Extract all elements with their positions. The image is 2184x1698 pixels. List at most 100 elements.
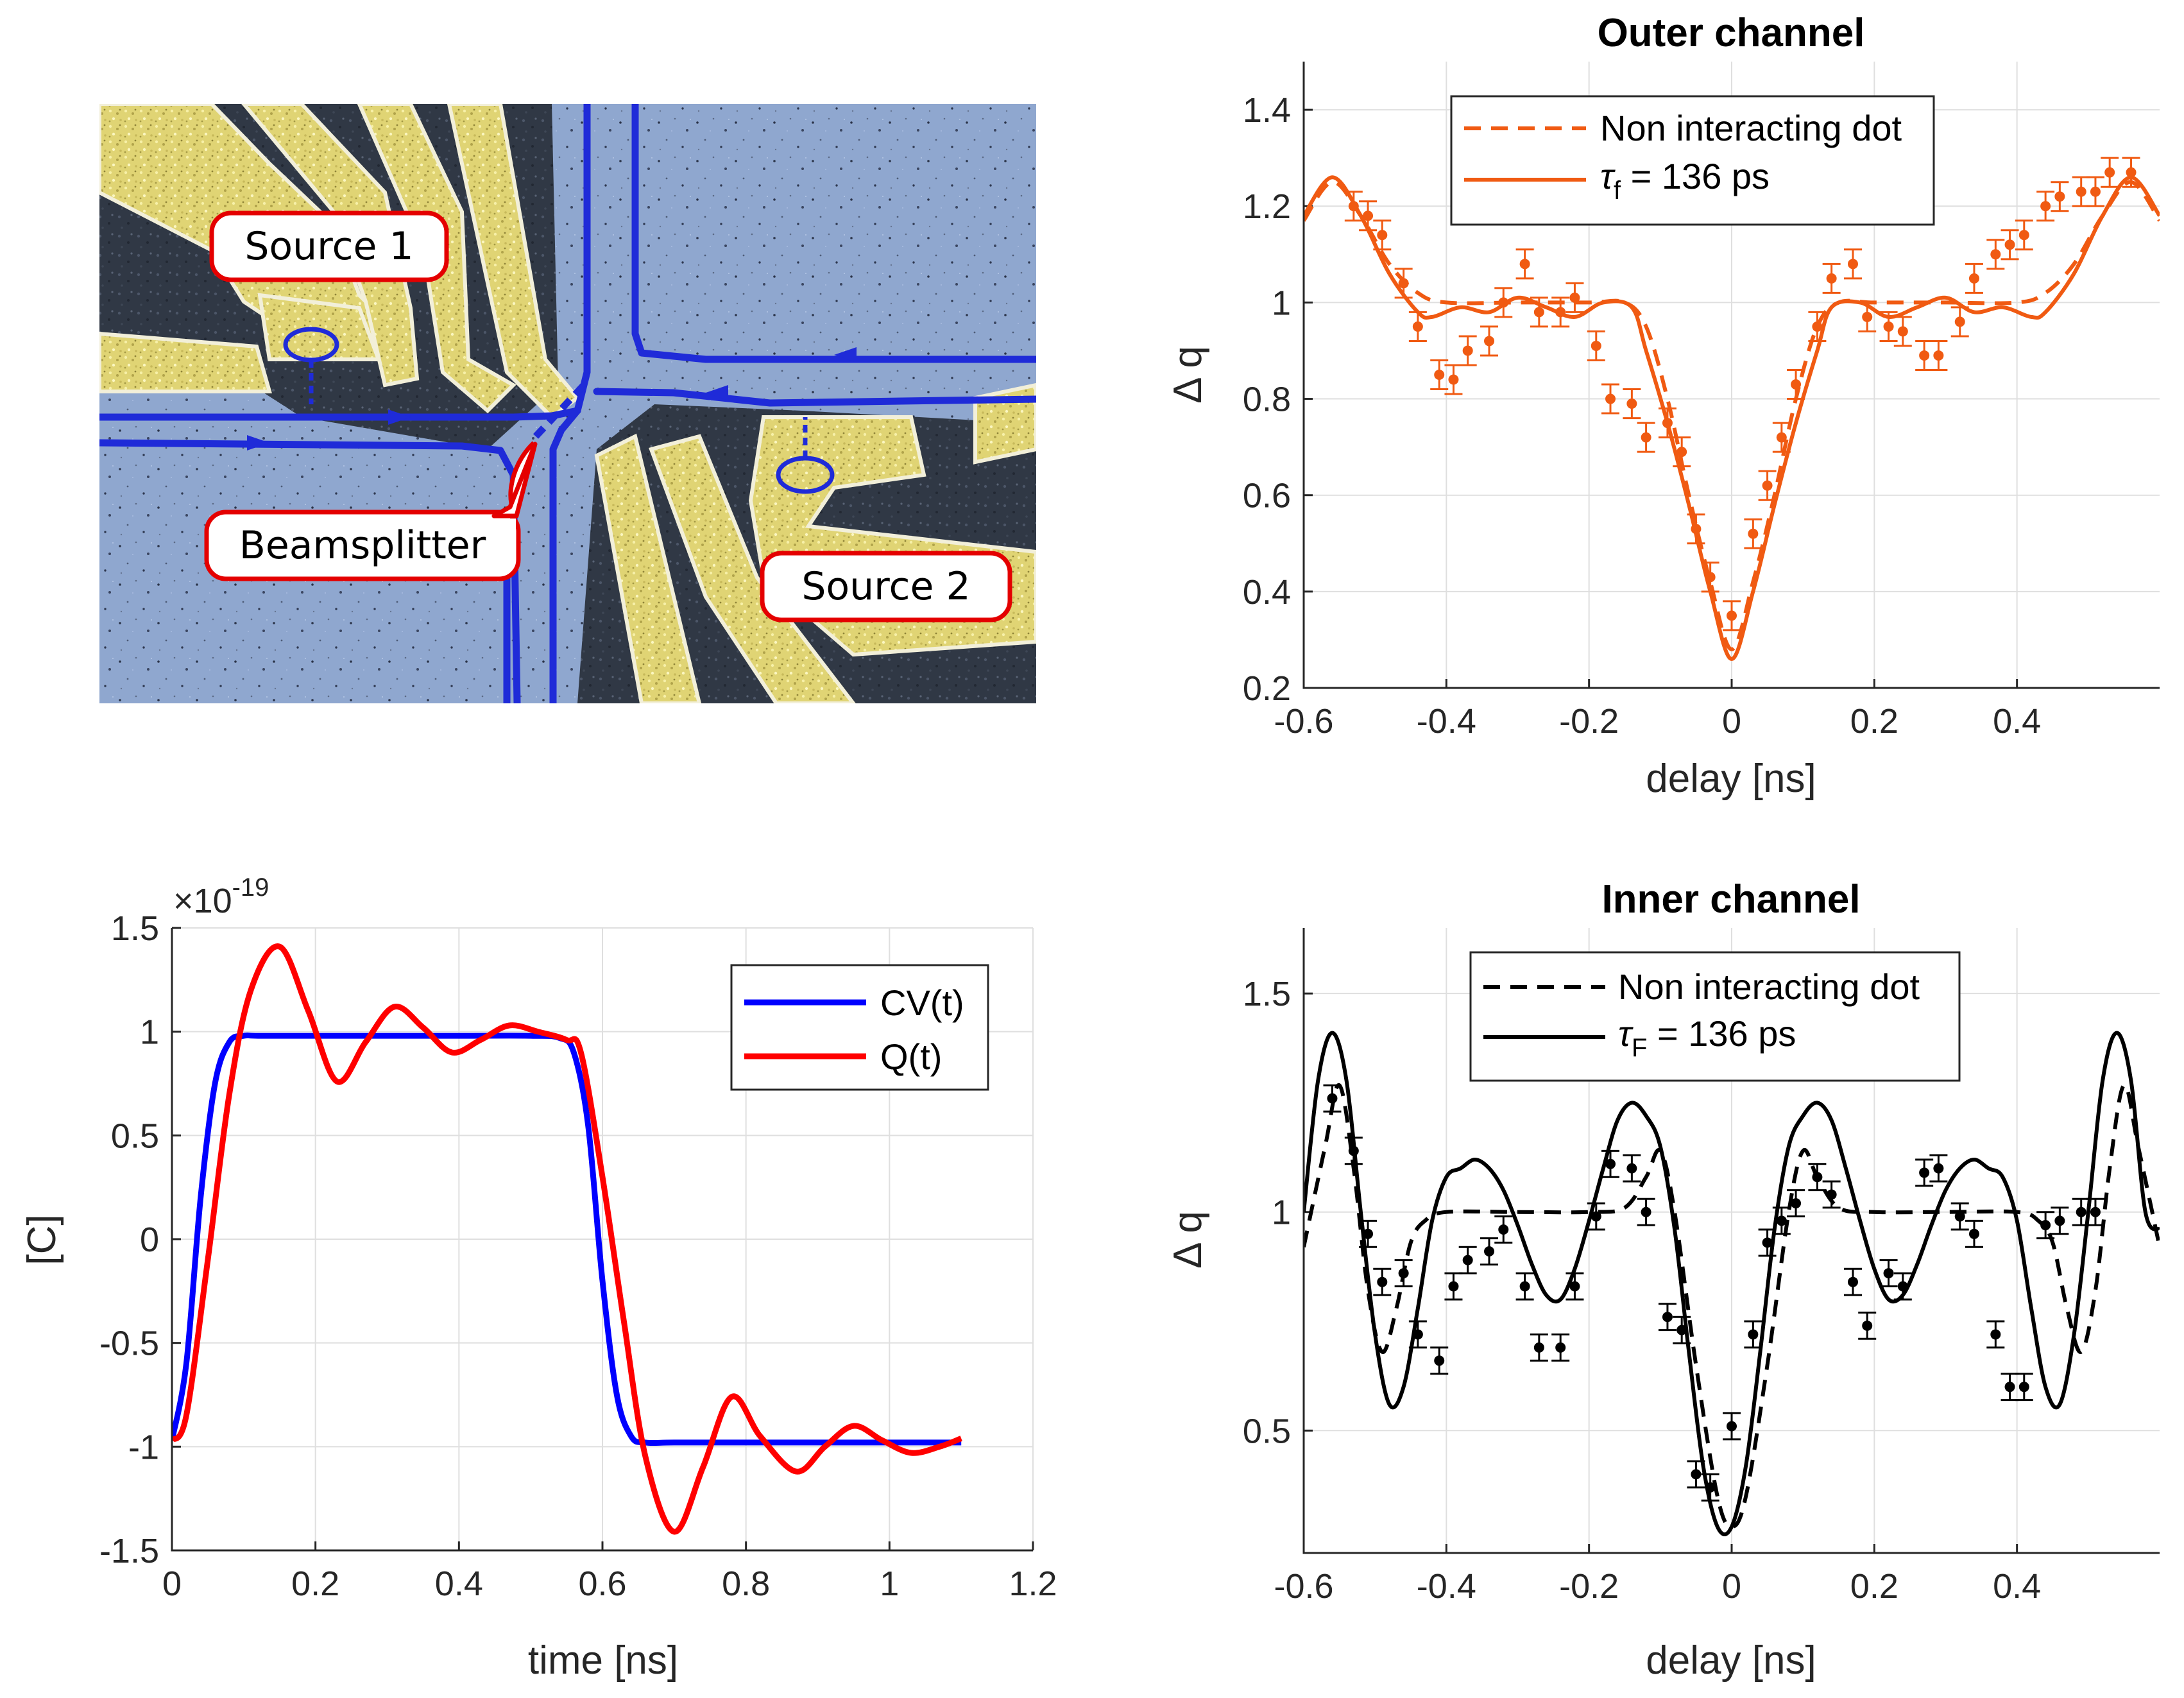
outer-marker: [1691, 524, 1702, 535]
outer-data-point: [1344, 191, 1363, 222]
callout-beamsplitter: Beamsplitter: [204, 441, 538, 581]
outer-marker: [1847, 259, 1858, 270]
inner-marker: [2090, 1206, 2101, 1217]
inner-data-point: [1687, 1460, 1705, 1489]
inner-data-point: [1494, 1215, 1513, 1244]
inner-marker: [1412, 1329, 1423, 1340]
outer-data-point: [1808, 311, 1827, 342]
outer-data-point: [1494, 287, 1513, 318]
inner-xtick-label: 0.2: [1850, 1567, 1898, 1606]
inner-legend: Non interacting dot τF = 136 ps: [1469, 951, 1961, 1082]
inner-data-point: [1637, 1197, 1655, 1226]
inner-data-point: [1950, 1202, 1969, 1231]
inner-xtick-label: 0.4: [1993, 1567, 2041, 1606]
outer-marker: [1498, 297, 1509, 308]
inner-marker: [1555, 1342, 1566, 1353]
inner-marker: [1605, 1158, 1616, 1169]
outer-ytick-label: 0.6: [1243, 477, 1291, 515]
inner-marker: [1498, 1224, 1509, 1235]
inner-marker: [1641, 1206, 1651, 1217]
inner-data-point: [2036, 1211, 2055, 1240]
inner-data-point: [1623, 1154, 1641, 1183]
outer-ytick-label: 1.2: [1243, 187, 1291, 226]
inner-marker: [1691, 1469, 1702, 1480]
outer-data-point: [1986, 239, 2005, 270]
inner-data-point: [1394, 1259, 1413, 1288]
outer-data-point: [1373, 219, 1392, 251]
outer-marker: [1883, 321, 1894, 332]
inner-marker: [2004, 1382, 2015, 1393]
outer-marker: [1555, 307, 1566, 318]
inner-marker: [1348, 1145, 1359, 1156]
charge-ytick-label: -0.5: [99, 1325, 159, 1363]
outer-marker: [1791, 379, 1802, 390]
outer-marker: [1412, 321, 1423, 332]
outer-series-non-interacting-dot: [1304, 180, 2160, 651]
inner-data-point: [1408, 1320, 1427, 1349]
outer-data-point: [1551, 296, 1570, 328]
charge-xtick-label: 0: [162, 1565, 182, 1603]
inner-ylabel: Δ q: [1166, 1211, 1210, 1269]
charge-xtick-label: 0.2: [291, 1565, 339, 1603]
inner-marker: [1434, 1355, 1445, 1366]
inner-data-point: [1893, 1272, 1912, 1301]
inner-marker: [2076, 1206, 2086, 1217]
charge-axes: [171, 928, 1033, 1552]
outer-data-point: [2051, 181, 2069, 212]
outer-data-point: [1480, 325, 1499, 357]
inner-marker: [1626, 1163, 1637, 1174]
outer-ytick-label: 0.2: [1243, 669, 1291, 708]
inner-axes: [1302, 928, 2160, 1554]
outer-marker: [1591, 340, 1601, 351]
inner-marker: [1569, 1281, 1580, 1292]
inner-data-point: [1359, 1219, 1378, 1248]
outer-ytick-label: 0.8: [1243, 381, 1291, 419]
inner-data-point: [1480, 1237, 1499, 1265]
charge-yscale: ×10-19: [173, 873, 269, 920]
outer-marker: [1641, 432, 1651, 443]
outer-data-point: [1458, 335, 1477, 366]
outer-marker: [1748, 528, 1759, 539]
inner-marker: [1748, 1329, 1759, 1340]
inner-marker: [1862, 1320, 1873, 1331]
inner-marker: [1377, 1276, 1388, 1287]
outer-marker: [1533, 307, 1544, 318]
outer-data-point: [2122, 157, 2140, 188]
outer-data-point: [2036, 191, 2055, 222]
outer-xtick-label: -0.6: [1274, 702, 1333, 741]
inner-data-point: [1723, 1412, 1741, 1441]
charge-ylabel: [C]: [20, 1214, 64, 1265]
inner-legend-entry-1: Non interacting dot: [1618, 966, 1920, 1007]
inner-data-point: [1458, 1246, 1477, 1274]
inner-xtick-label: -0.6: [1274, 1567, 1333, 1606]
inner-marker: [1398, 1268, 1409, 1279]
outer-marker: [1348, 201, 1359, 212]
inner-marker: [1883, 1268, 1894, 1279]
inner-data-point: [1772, 1206, 1791, 1235]
outer-data-point: [1843, 248, 1862, 280]
outer-data-point: [1723, 600, 1741, 631]
inner-data-point: [1673, 1316, 1691, 1344]
inner-data-point: [1344, 1136, 1363, 1165]
inner-data-point: [1530, 1333, 1548, 1362]
outer-xlabel: delay [ns]: [1646, 757, 1816, 801]
outer-data-point: [1687, 513, 1705, 545]
inner-xtick-label: -0.4: [1417, 1567, 1476, 1606]
outer-marker: [1954, 316, 1965, 327]
callout-beamsplitter-label: Beamsplitter: [239, 523, 486, 568]
outer-ytick-label: 0.4: [1243, 573, 1291, 612]
inner-ytick-label: 1.5: [1243, 975, 1291, 1013]
inner-data-point: [1565, 1272, 1584, 1301]
inner-data-point: [1986, 1320, 2005, 1349]
outer-legend-entry-1: Non interacting dot: [1600, 108, 1902, 148]
outer-marker: [1990, 249, 2001, 260]
outer-data-point: [1587, 330, 1605, 361]
outer-ylabel: Δ q: [1166, 346, 1210, 404]
charge-legend: CV(t) Q(t): [730, 964, 989, 1091]
inner-legend-entry-2: τF = 136 ps: [1618, 1013, 1796, 1062]
outer-marker: [1812, 321, 1823, 332]
chart-outer-channel: Outer channel -0.6 -0.4 -0.2 0 0.2 0.4 0.2 0.4 0…: [1166, 11, 2160, 801]
charge-ytick-label: -1.5: [99, 1532, 159, 1570]
inner-marker: [1776, 1215, 1787, 1226]
inner-data-point: [1373, 1267, 1392, 1296]
